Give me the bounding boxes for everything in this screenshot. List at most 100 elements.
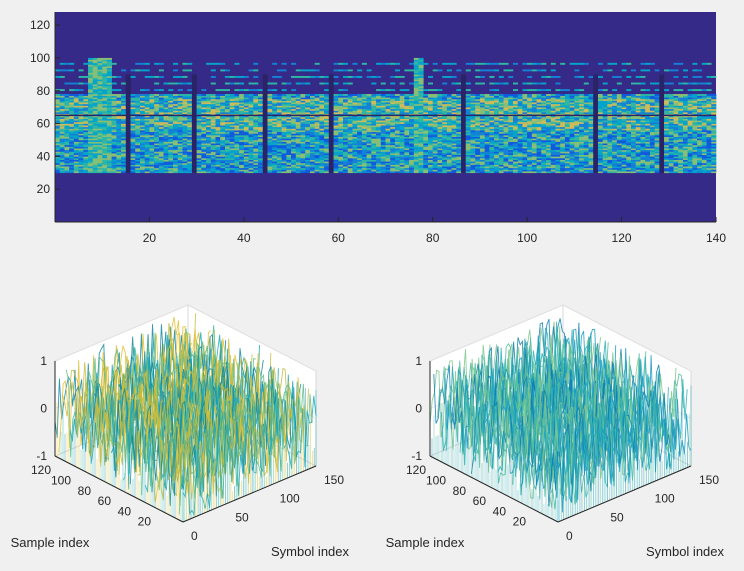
heatmap-cell — [276, 115, 282, 118]
heatmap-cell — [291, 105, 297, 108]
heatmap-cell — [64, 153, 70, 156]
heatmap-cell — [281, 94, 287, 96]
heatmap-cell — [427, 156, 434, 159]
heatmap-cell — [196, 151, 202, 154]
heatmap-cell — [139, 143, 146, 146]
heatmap-cell — [258, 100, 264, 103]
heatmap-cell — [73, 143, 79, 146]
heatmap-cell — [324, 121, 330, 124]
heatmap-cell — [111, 141, 117, 144]
heatmap-cell — [220, 118, 226, 121]
heatmap-cell — [158, 153, 164, 156]
heatmap-cell — [121, 82, 127, 85]
heatmap-cell — [442, 125, 448, 128]
heatmap-cell — [319, 105, 325, 108]
heatmap-cell — [106, 79, 112, 82]
heatmap-cell — [163, 169, 169, 172]
heatmap-cell — [494, 161, 500, 164]
heatmap-cell — [97, 141, 103, 144]
heatmap-cell — [413, 94, 419, 96]
heatmap-cell — [139, 98, 146, 101]
heatmap-cell — [173, 167, 179, 170]
heatmap-cell — [149, 146, 155, 149]
heatmap-cell — [139, 102, 146, 105]
heatmap-cell — [394, 98, 400, 101]
heatmap-cell — [215, 120, 221, 123]
heatmap-cell — [135, 139, 141, 142]
heatmap-cell — [139, 130, 146, 133]
heatmap-cell — [243, 118, 249, 121]
heatmap-cell — [343, 138, 349, 141]
heatmap-cell — [276, 126, 282, 129]
heatmap-cell — [498, 120, 504, 123]
heatmap-cell — [352, 95, 358, 98]
heatmap-cell — [456, 131, 462, 134]
heatmap-cell — [418, 98, 424, 101]
heatmap-cell — [168, 95, 174, 98]
heatmap-cell — [177, 159, 183, 162]
heatmap-cell — [413, 117, 419, 119]
heatmap-cell — [352, 167, 358, 170]
heatmap-cell — [59, 120, 65, 123]
heatmap-cell — [291, 171, 297, 174]
heatmap-cell — [409, 103, 415, 106]
heatmap-cell — [295, 94, 301, 96]
heatmap-cell — [366, 158, 372, 160]
heatmap-cell — [267, 162, 273, 165]
heatmap-cell — [309, 100, 315, 103]
heatmap-cell — [380, 62, 386, 65]
heatmap-cell — [291, 151, 297, 154]
heatmap-cell — [291, 102, 297, 105]
heatmap-cell — [78, 161, 84, 164]
heatmap-cell — [239, 153, 245, 156]
heatmap-cell — [88, 90, 94, 93]
heatmap-cell — [390, 149, 396, 152]
heatmap-cell — [258, 95, 264, 98]
heatmap-cell — [64, 110, 70, 113]
heatmap-cell — [201, 112, 207, 115]
heatmap-cell — [121, 167, 127, 170]
heatmap-cell — [253, 107, 259, 110]
heatmap-cell — [437, 105, 443, 108]
heatmap-cell — [446, 112, 452, 115]
heatmap-cell — [338, 94, 344, 96]
heatmap-cell — [97, 107, 103, 110]
heatmap-cell — [158, 138, 164, 141]
heatmap-cell — [201, 121, 207, 124]
heatmap-cell — [281, 102, 287, 105]
heatmap-cell — [465, 158, 471, 160]
heatmap-cell — [508, 121, 514, 124]
heatmap-cell — [309, 141, 315, 144]
heatmap-cell — [173, 126, 179, 129]
heatmap-cell — [210, 82, 216, 85]
heatmap-cell — [446, 164, 452, 167]
heatmap-cell — [286, 151, 292, 154]
heatmap-cell — [324, 162, 330, 165]
heatmap-cell — [215, 138, 221, 141]
heatmap-cell — [371, 126, 377, 129]
heatmap-cell — [177, 139, 183, 142]
heatmap-cell — [494, 139, 500, 142]
heatmap-cell — [357, 148, 363, 151]
heatmap-cell — [357, 117, 363, 119]
heatmap-cell — [324, 153, 330, 156]
heatmap-cell — [352, 97, 358, 100]
heatmap-cell — [177, 130, 183, 133]
heatmap-cell — [196, 121, 202, 124]
heatmap-cell — [182, 166, 188, 169]
heatmap-cell — [248, 110, 254, 113]
heatmap-cell — [423, 153, 429, 156]
heatmap-cell — [394, 123, 400, 126]
heatmap-cell — [64, 161, 70, 164]
heatmap-cell — [187, 166, 193, 169]
heatmap-cell — [248, 130, 254, 133]
heatmap-cell — [224, 89, 230, 92]
heatmap-cell — [130, 162, 136, 165]
heatmap-cell — [347, 146, 353, 149]
heatmap-cell — [442, 115, 448, 118]
heatmap-cell — [69, 158, 75, 160]
heatmap-cell — [300, 146, 306, 149]
heatmap-cell — [437, 133, 443, 136]
heatmap-cell — [78, 156, 84, 159]
heatmap-cell — [168, 166, 174, 169]
